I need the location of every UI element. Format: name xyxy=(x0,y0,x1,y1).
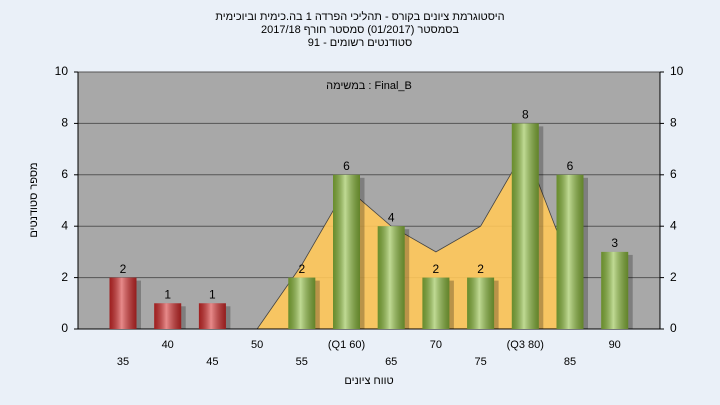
x-tick-label: 45 xyxy=(206,356,218,368)
chart-subtitle: בסמסטר (01/2017) סמסטר חורף 2017/18 xyxy=(261,24,459,36)
y-tick-label: 8 xyxy=(61,116,68,130)
y2-tick-label: 6 xyxy=(670,167,677,181)
bar-shine xyxy=(601,251,629,329)
x-tick-label: 55 xyxy=(296,356,308,368)
x-tick-label: 65 xyxy=(385,356,397,368)
x-tick-label: 75 xyxy=(474,356,486,368)
y-axis-label: מספר סטודנטים xyxy=(28,162,40,237)
data-label: 2 xyxy=(433,262,440,276)
x-tick-label: 90 xyxy=(609,339,621,351)
bar-shine xyxy=(422,277,450,329)
x-tick-label: 50 xyxy=(251,339,263,351)
y2-tick-label: 0 xyxy=(670,321,677,335)
y2-tick-label: 4 xyxy=(670,218,677,232)
x-tick-label: 85 xyxy=(564,356,576,368)
data-label: 1 xyxy=(164,287,171,301)
data-label: 4 xyxy=(388,210,395,224)
data-label: 3 xyxy=(611,236,618,250)
data-label: 6 xyxy=(343,159,350,173)
x-tick-label: 40 xyxy=(162,339,174,351)
y-tick-label: 2 xyxy=(61,270,68,284)
y-tick-label: 6 xyxy=(61,167,68,181)
data-label: 2 xyxy=(298,262,305,276)
y-tick-label: 4 xyxy=(61,218,68,232)
x-axis-label: טווח ציונים xyxy=(344,375,393,387)
bar-shine xyxy=(377,226,405,329)
y-tick-label: 10 xyxy=(55,64,69,78)
data-label: 1 xyxy=(209,287,216,301)
y2-tick-label: 10 xyxy=(670,64,684,78)
bar-shine xyxy=(154,303,182,329)
x-tick-label: (Q3 80) xyxy=(507,339,544,351)
bar-shine xyxy=(198,303,226,329)
data-label: 6 xyxy=(567,159,574,173)
chart-subtitle: סטודנטים רשומים - 91 xyxy=(308,37,412,49)
y-tick-label: 0 xyxy=(61,321,68,335)
bar-shine xyxy=(288,277,316,329)
y2-tick-label: 8 xyxy=(670,116,677,130)
bar-shine xyxy=(511,123,539,330)
bar-shine xyxy=(333,174,360,329)
annotation: במשימה : Final_B xyxy=(326,80,412,92)
chart-title: היסטוגרמת ציונים בקורס - תהליכי הפרדה 1 … xyxy=(215,10,504,23)
data-label: 8 xyxy=(522,108,529,122)
y2-tick-label: 2 xyxy=(670,270,677,284)
x-tick-label: (Q1 60) xyxy=(328,339,365,351)
bar-shine xyxy=(556,174,584,329)
data-label: 2 xyxy=(477,262,484,276)
bar-shine xyxy=(467,277,495,329)
data-label: 2 xyxy=(120,262,127,276)
bar-shine xyxy=(109,277,137,329)
x-tick-label: 70 xyxy=(430,339,442,351)
x-tick-label: 35 xyxy=(117,356,129,368)
